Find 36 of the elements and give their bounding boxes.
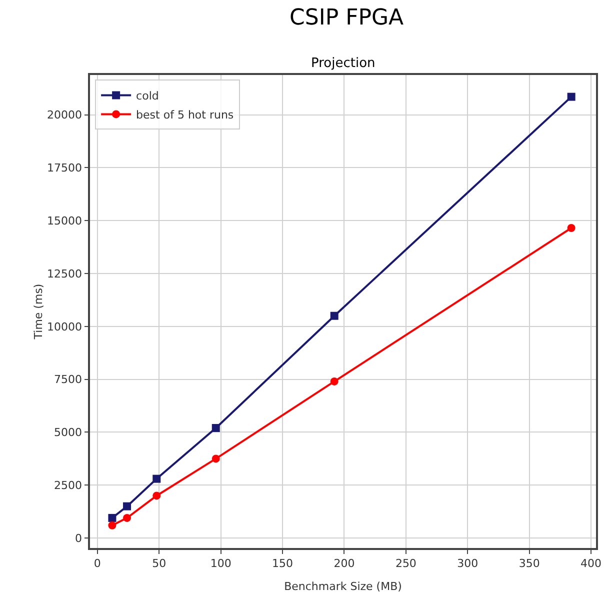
y-tick-label: 20000 bbox=[47, 108, 82, 122]
point bbox=[212, 424, 220, 432]
y-axis-title: Time (ms) bbox=[32, 284, 46, 340]
x-tick-label: 400 bbox=[580, 556, 602, 570]
legend-label: best of 5 hot runs bbox=[136, 108, 234, 122]
point bbox=[330, 312, 338, 320]
x-tick-label: 250 bbox=[395, 556, 416, 570]
x-tick-label: 300 bbox=[457, 556, 478, 570]
x-tick-label: 200 bbox=[334, 556, 355, 570]
x-tick-label: 150 bbox=[272, 556, 294, 570]
chart-subtitle: Projection bbox=[311, 56, 376, 71]
point bbox=[567, 92, 576, 101]
x-tick-label: 100 bbox=[210, 556, 232, 570]
y-tick-label: 15000 bbox=[47, 214, 82, 228]
y-tick-label: 12500 bbox=[47, 267, 82, 280]
x-tick-label: 0 bbox=[94, 556, 101, 570]
point bbox=[123, 514, 132, 522]
y-tick-label: 17500 bbox=[47, 162, 82, 175]
x-tick-label: 350 bbox=[518, 556, 540, 570]
x-tick-label: 50 bbox=[152, 556, 166, 570]
x-axis-title: Benchmark Size (MB) bbox=[284, 580, 402, 593]
y-tick-label: 2500 bbox=[54, 478, 82, 492]
point bbox=[330, 377, 338, 386]
point bbox=[567, 224, 576, 232]
point bbox=[212, 454, 220, 463]
point bbox=[152, 492, 161, 500]
point bbox=[123, 502, 132, 510]
y-tick-label: 7500 bbox=[54, 373, 82, 386]
point bbox=[108, 514, 116, 522]
y-tick-label: 0 bbox=[75, 532, 82, 545]
legend-label: cold bbox=[136, 90, 159, 103]
y-tick-label: 5000 bbox=[54, 426, 82, 440]
point bbox=[152, 474, 161, 483]
point bbox=[108, 521, 116, 530]
chart-title: CSIP FPGA bbox=[290, 5, 404, 30]
y-tick-label: 10000 bbox=[47, 320, 82, 334]
